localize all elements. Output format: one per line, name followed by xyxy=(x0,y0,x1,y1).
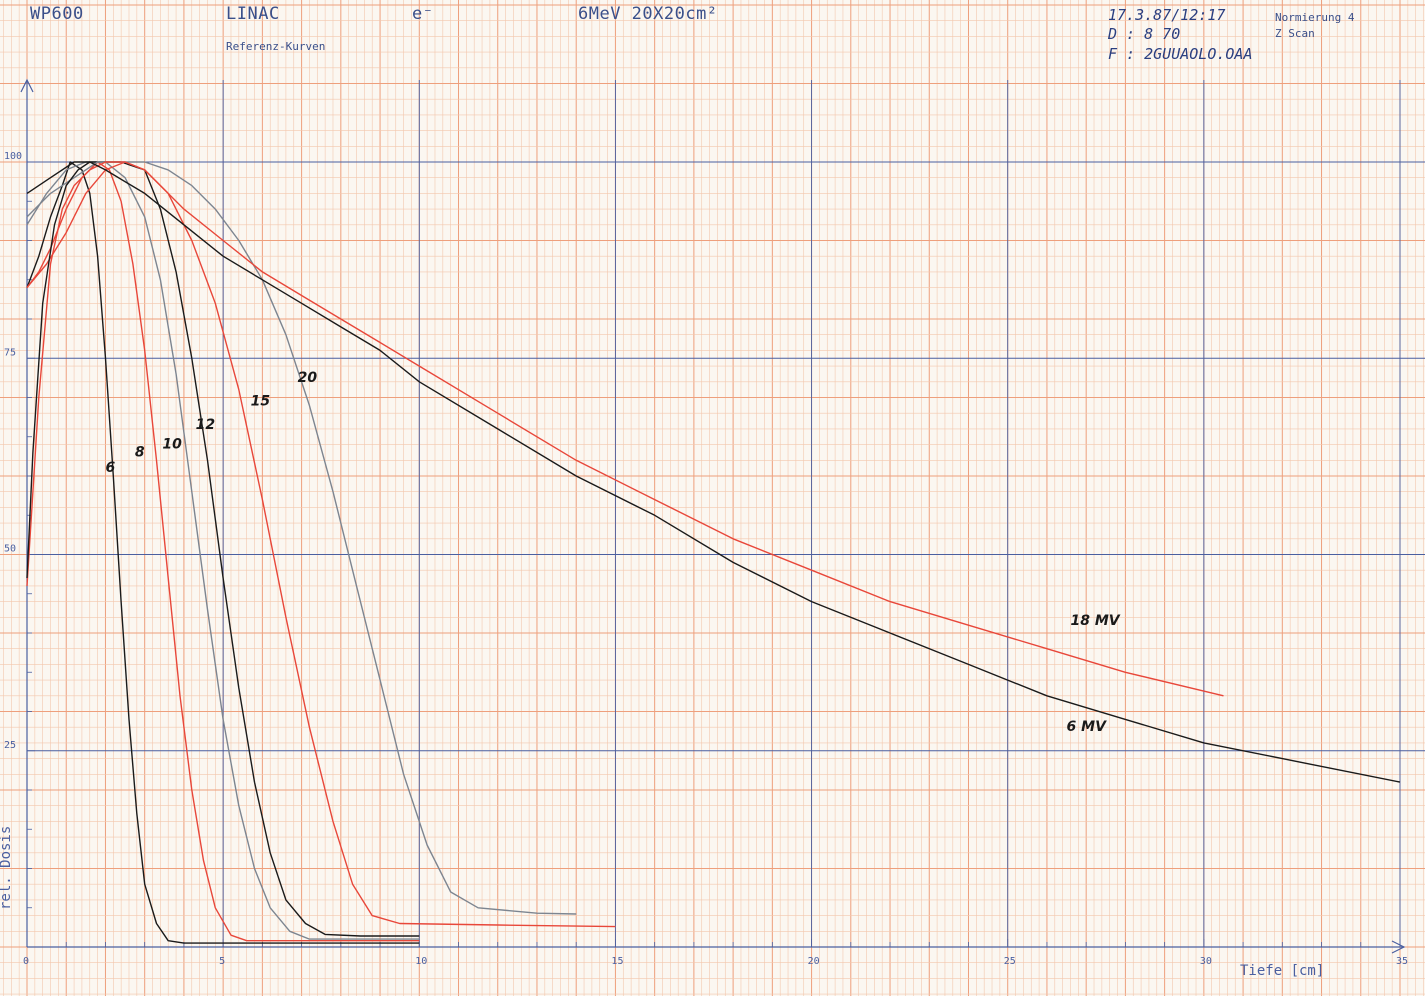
file-name: F : 2GUUAOLO.OAA xyxy=(1108,45,1253,63)
x-tick-label: 5 xyxy=(219,956,225,967)
x-tick-label: 35 xyxy=(1396,956,1408,967)
series-18-mv xyxy=(26,161,1224,697)
curve-label-12: 12 xyxy=(196,417,215,433)
y-tick-label: 25 xyxy=(4,740,16,751)
curve-label-15: 15 xyxy=(251,393,271,409)
curve-label-8: 8 xyxy=(135,444,145,460)
x-tick-label: 20 xyxy=(808,956,820,967)
d-value: D : 8 70 xyxy=(1108,25,1181,43)
x-tick-label: 0 xyxy=(23,956,29,967)
axes: 0 5 10 15 20 25 30 35 25 50 75 100 Tiefe [cm] rel. Do… xyxy=(0,78,1425,979)
curve-labels: 6 8 10 12 15 20 18 MV 6 MV xyxy=(105,370,1120,735)
x-axis-title: Tiefe [cm] xyxy=(1240,963,1324,979)
x-tick-label: 25 xyxy=(1004,956,1016,967)
subtitle: Referenz-Kurven xyxy=(226,40,326,53)
scan-type: Z Scan xyxy=(1275,27,1315,40)
energy-field: 6MeV 20X20cm² xyxy=(578,4,718,24)
x-tick-label: 10 xyxy=(415,956,427,967)
curve-label-6: 6 xyxy=(105,460,115,476)
particle-type: e⁻ xyxy=(412,4,434,24)
y-axis-title: rel. Dosis xyxy=(0,826,14,910)
series-6-mv xyxy=(26,161,1401,783)
x-tick-label: 15 xyxy=(611,956,623,967)
y-tick-label: 100 xyxy=(4,151,22,162)
curve-label-10: 10 xyxy=(162,437,182,453)
x-tick-label: 30 xyxy=(1200,956,1212,967)
series-8 xyxy=(26,161,420,942)
curve-label-6-mv: 6 MV xyxy=(1067,719,1108,735)
y-tick-label: 75 xyxy=(4,347,16,358)
y-axis-arrow xyxy=(20,78,34,93)
dose-curves xyxy=(26,161,1401,944)
series-6 xyxy=(26,161,420,944)
x-axis-arrow xyxy=(1391,940,1406,954)
curve-label-18-mv: 18 MV xyxy=(1070,613,1120,629)
machine-name: LINAC xyxy=(226,4,280,24)
series-15 xyxy=(26,161,616,928)
y-tick-label: 50 xyxy=(4,544,16,555)
device-name: WP600 xyxy=(30,4,84,24)
curve-label-20: 20 xyxy=(298,370,318,386)
datetime: 17.3.87/12:17 xyxy=(1108,6,1226,24)
normalization: Normierung 4 xyxy=(1275,11,1355,24)
